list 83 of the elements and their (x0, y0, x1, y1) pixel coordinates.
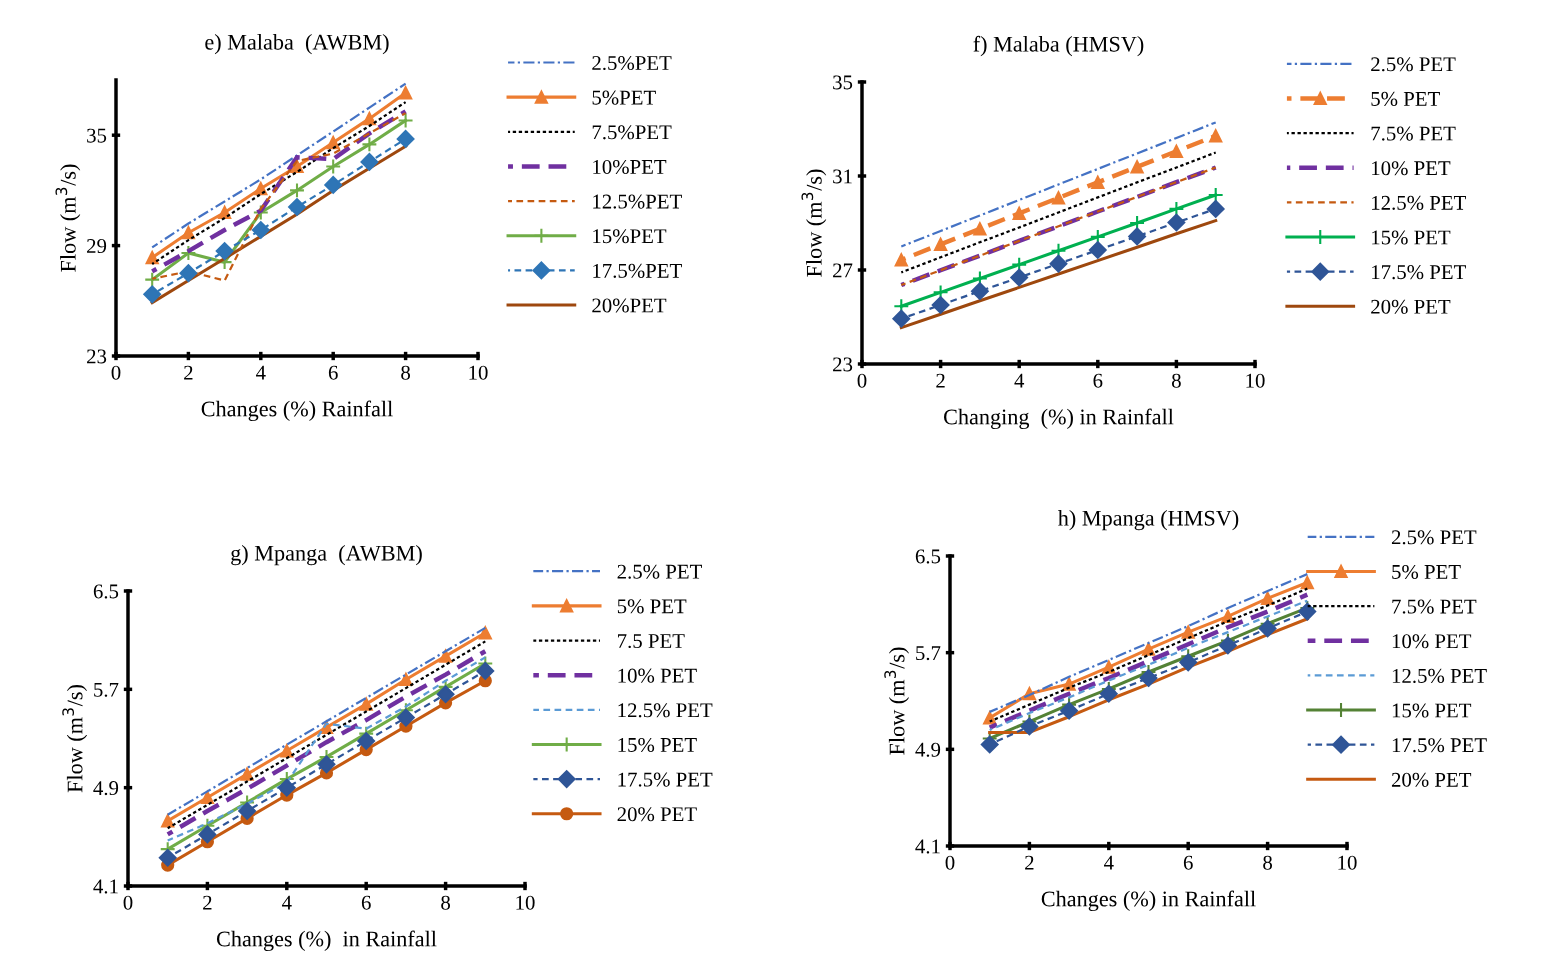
legend-label: 10%PET (593, 159, 667, 175)
legend-label: 15% PET (1372, 230, 1451, 245)
y-tick-label: 4.1 (915, 839, 940, 854)
legend-label: 7.5%PET (592, 125, 672, 140)
y-tick-label: 31 (833, 169, 852, 184)
x-axis-title: Changes (%) Rainfall (201, 400, 393, 422)
x-tick-label: 2 (1025, 855, 1034, 870)
y-tick-label: 23 (87, 349, 107, 364)
legend-label: 2.5%PET (592, 55, 672, 71)
y-tick-label: 6.5 (915, 549, 941, 564)
y-tick-label: 5.7 (94, 682, 119, 697)
x-tick-label: 8 (1171, 373, 1181, 388)
chart-title: f) Malaba (HMSV) (973, 35, 1144, 57)
legend-label: 17.5% PET (618, 772, 713, 787)
legend-label: 5%PET (592, 90, 656, 105)
x-tick-label: 10 (1338, 855, 1357, 870)
legend-label: 7.5% PET (1392, 599, 1477, 614)
x-tick-label: 0 (111, 365, 121, 380)
legend-label: 7.5% PET (1371, 126, 1456, 141)
x-tick-label: 8 (1263, 855, 1273, 870)
x-tick-label: 2 (936, 373, 945, 388)
x-tick-label: 6 (1093, 373, 1103, 388)
y-axis-title: Flow (m$^{3}$/s) (801, 169, 827, 277)
legend-label: 2.5% PET (1371, 57, 1456, 72)
legend-label: 2.5% PET (617, 564, 702, 579)
x-tick-label: 10 (1246, 373, 1265, 388)
legend-label: 2.5% PET (1391, 530, 1477, 545)
legend-label: 20% PET (1371, 299, 1451, 314)
x-axis-title: Changes (%) in Rainfall (216, 930, 437, 952)
legend-label: 12.5% PET (618, 703, 713, 718)
x-tick-label: 6 (361, 895, 371, 910)
legend-label: 17.5%PET (593, 263, 682, 278)
y-tick-label: 5.7 (916, 646, 941, 661)
y-tick-label: 4.9 (93, 781, 119, 796)
y-tick-label: 35 (833, 75, 853, 90)
y-tick-label: 35 (87, 128, 107, 143)
y-axis-title: Flow (m$^{3}$/s) (62, 685, 88, 793)
legend-label: 12.5% PET (1392, 668, 1487, 683)
x-tick-label: 8 (441, 895, 451, 910)
x-tick-label: 4 (256, 365, 266, 380)
chart-title: e) Malaba (AWBM) (205, 34, 389, 55)
legend-label: 5% PET (1371, 91, 1440, 106)
legend-label: 20% PET (1391, 772, 1472, 787)
y-axis-title: Flow (m$^{3}$/s) (55, 164, 81, 272)
x-tick-label: 2 (203, 895, 212, 910)
legend-label: 5% PET (1392, 564, 1461, 580)
legend-label: 15% PET (1392, 703, 1472, 718)
x-tick-label: 6 (328, 365, 338, 380)
chart-title: h) Mpanga (HMSV) (1057, 510, 1239, 531)
legend-label: 12.5% PET (1372, 195, 1466, 210)
y-tick-label: 6.5 (93, 584, 119, 599)
y-tick-label: 4.9 (915, 742, 941, 757)
legend-label: 12.5%PET (593, 194, 682, 209)
chart-title: g) Mpanga (AWBM) (231, 545, 422, 566)
x-tick-label: 0 (123, 895, 133, 910)
x-tick-label: 4 (282, 895, 292, 910)
legend-label: 17.5% PET (1392, 738, 1487, 753)
legend-label: 10% PET (1392, 634, 1472, 649)
y-tick-label: 27 (833, 263, 853, 278)
y-tick-label: 29 (87, 239, 107, 254)
y-tick-label: 23 (833, 357, 853, 372)
legend-label: 10% PET (1372, 161, 1451, 176)
legend-label: 20% PET (617, 807, 697, 822)
legend-label: 20%PET (592, 298, 667, 313)
legend-label: 15% PET (618, 737, 697, 753)
legend-label: 5% PET (617, 599, 687, 614)
x-tick-label: 6 (1183, 855, 1193, 870)
x-tick-label: 2 (184, 365, 193, 380)
x-axis-title: Changing (%) in Rainfall (944, 408, 1174, 430)
x-tick-label: 10 (516, 895, 535, 910)
x-tick-label: 8 (401, 365, 411, 380)
legend-label: 17.5% PET (1372, 265, 1466, 280)
legend-label: 7.5 PET (618, 634, 685, 649)
x-tick-label: 4 (1104, 855, 1114, 870)
x-tick-label: 0 (857, 373, 867, 388)
y-axis-title: Flow (m$^{3}$/s) (884, 647, 910, 755)
legend-label: 15%PET (593, 229, 667, 244)
y-tick-label: 4.1 (93, 879, 118, 894)
x-tick-label: 10 (469, 365, 488, 380)
legend-label: 10% PET (618, 668, 697, 683)
x-tick-label: 0 (945, 855, 955, 870)
x-axis-title: Changes (%) in Rainfall (1041, 890, 1256, 912)
x-tick-label: 4 (1014, 373, 1025, 388)
